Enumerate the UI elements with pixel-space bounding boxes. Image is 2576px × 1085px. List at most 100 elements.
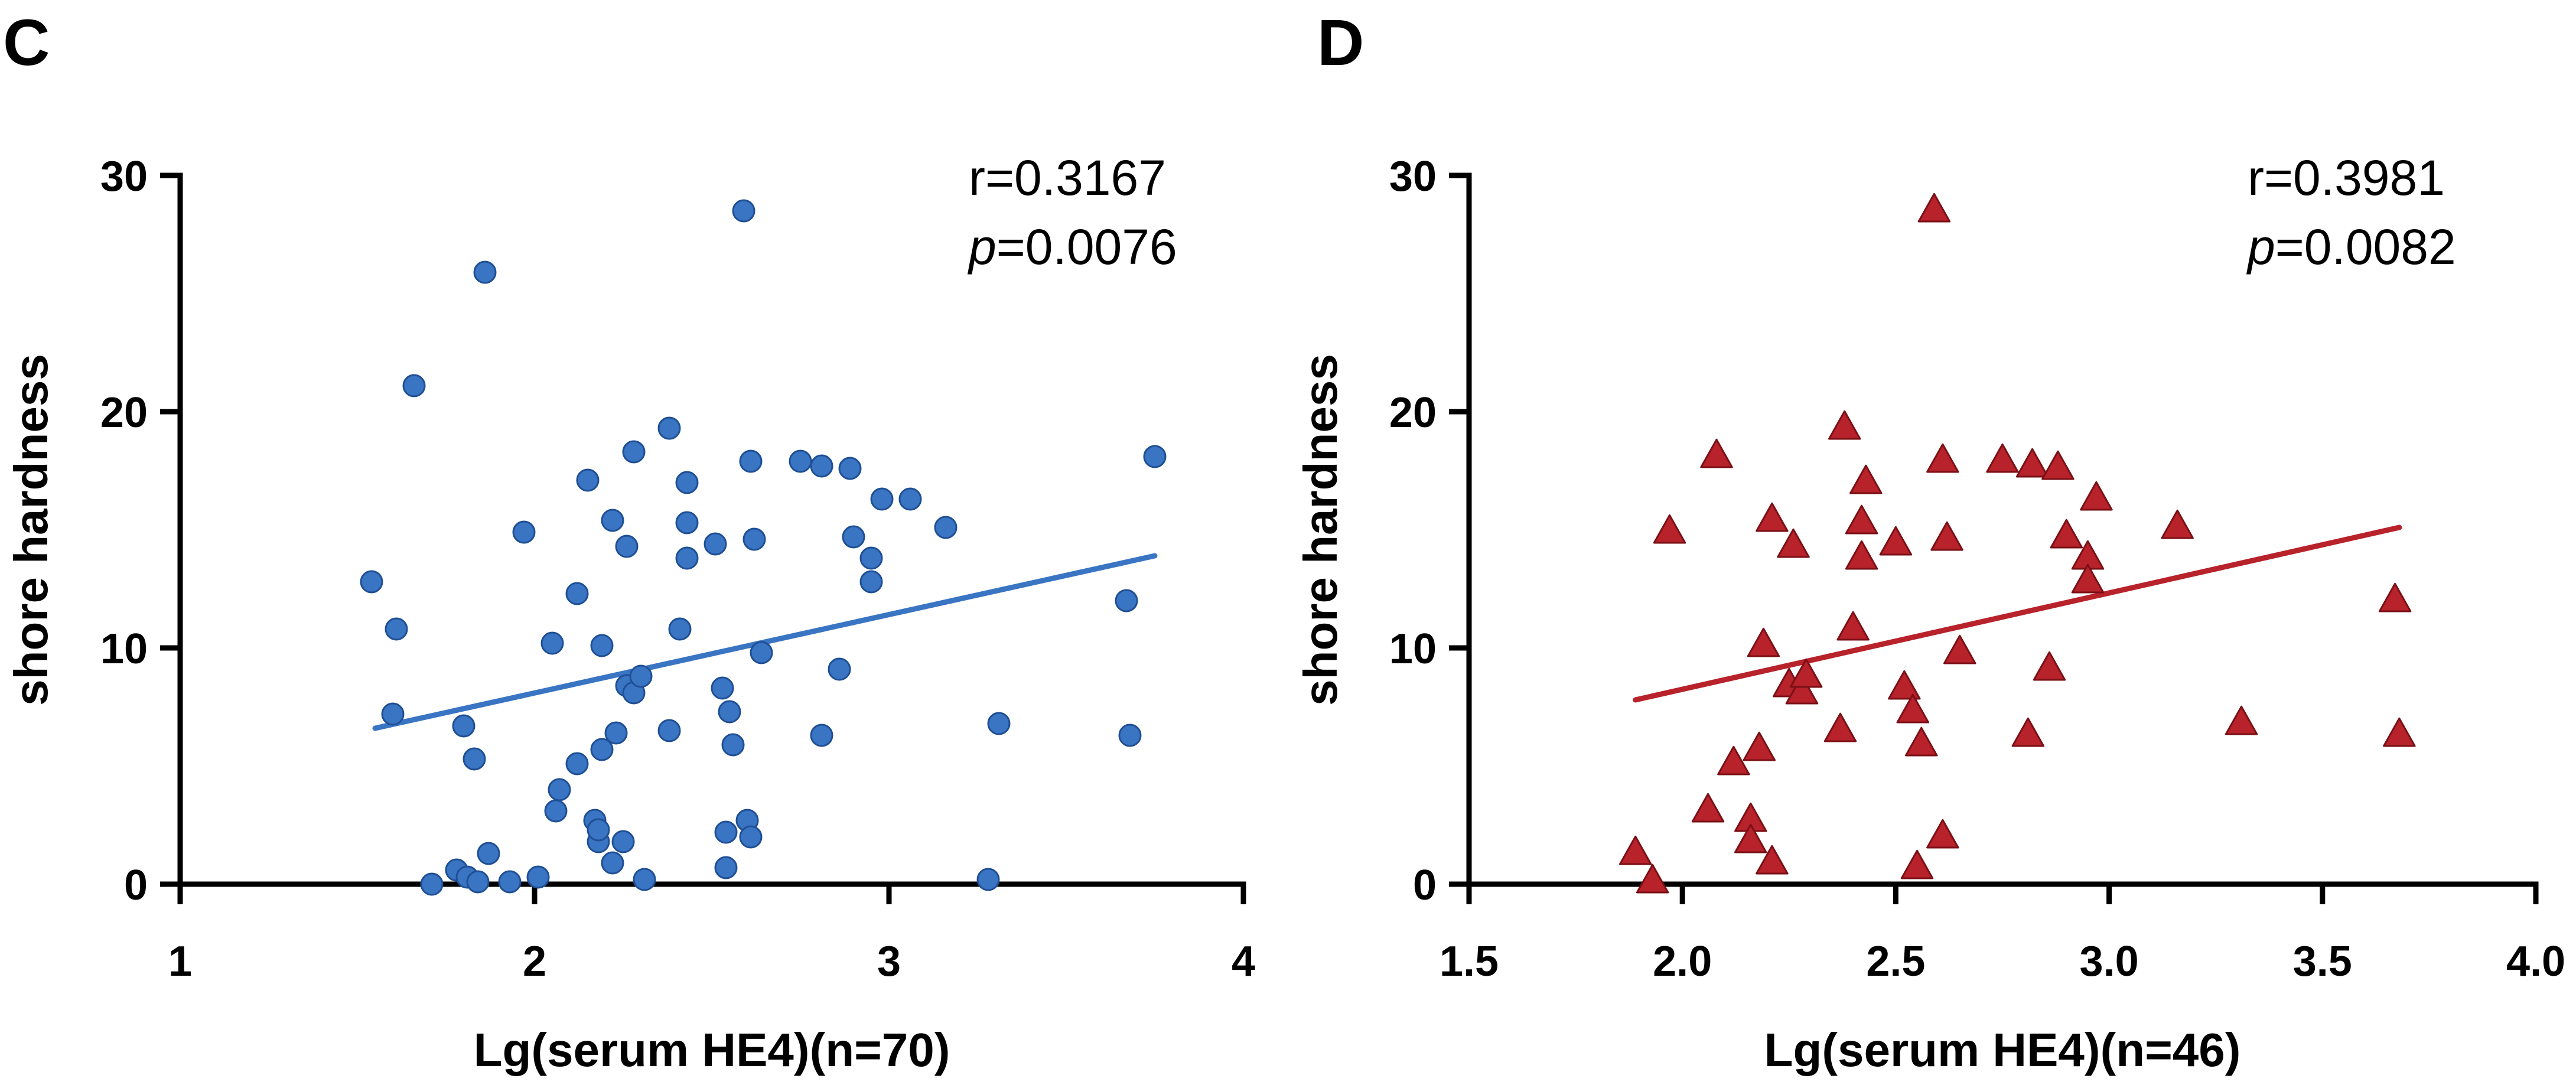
data-point — [381, 702, 405, 726]
data-point — [675, 471, 699, 494]
data-point — [576, 468, 600, 492]
y-tick-label: 0 — [1413, 862, 1437, 909]
data-point — [898, 487, 922, 511]
data-point — [2161, 509, 2194, 539]
data-point — [2378, 582, 2412, 612]
x-axis-title: Lg(serum HE4)(n=46) — [1764, 1024, 2241, 1076]
correlation-r: r=0.3981 — [2248, 150, 2445, 206]
data-point — [1879, 526, 1913, 556]
data-point — [714, 820, 738, 844]
p-number: =0.0082 — [2275, 219, 2456, 275]
x-tick-label: 2.0 — [1653, 938, 1712, 985]
data-point — [420, 872, 444, 896]
data-point — [714, 856, 738, 879]
data-point — [1636, 864, 1669, 894]
data-point — [1943, 634, 1976, 664]
data-point — [402, 374, 426, 397]
data-point — [987, 712, 1011, 735]
panel-letter: D — [1317, 6, 1364, 79]
data-point — [859, 570, 883, 594]
data-point — [385, 617, 408, 641]
p-value: p=0.0082 — [2246, 219, 2456, 275]
data-point — [739, 449, 763, 473]
data-point — [2011, 717, 2045, 747]
correlation-r: r=0.3167 — [969, 150, 1166, 206]
data-point — [540, 631, 564, 655]
data-point — [1917, 193, 1951, 223]
data-point — [1115, 589, 1138, 612]
data-point — [711, 676, 734, 700]
data-point — [1904, 726, 1938, 757]
data-point — [750, 641, 773, 664]
data-point — [611, 830, 635, 853]
data-point — [828, 657, 851, 681]
data-point — [1118, 724, 1142, 747]
data-point — [1836, 611, 1870, 641]
data-point — [721, 733, 745, 757]
data-point — [675, 511, 699, 535]
data-point — [1828, 410, 1861, 440]
data-point — [590, 738, 614, 761]
data-point — [2050, 519, 2083, 549]
data-point — [633, 868, 656, 891]
data-point — [615, 535, 639, 558]
y-tick-label: 0 — [124, 862, 148, 909]
data-point — [810, 454, 833, 478]
data-point — [2041, 450, 2075, 480]
data-point — [565, 752, 589, 776]
data-point — [498, 870, 522, 894]
data-point — [2015, 448, 2049, 478]
data-point — [565, 582, 589, 605]
data-point — [657, 719, 681, 742]
panel-c: C 1 2 3 4 0 10 20 30 Lg(serum HE4)(n=70) shore har… — [3, 6, 1255, 1076]
data-point — [1743, 731, 1776, 761]
data-point — [2080, 481, 2113, 511]
panel-letter: C — [3, 6, 50, 79]
data-point — [2383, 717, 2416, 747]
data-point — [1756, 502, 1789, 532]
data-point — [1849, 464, 1883, 494]
x-tick-label: 2 — [523, 938, 546, 985]
data-point — [1896, 693, 1930, 724]
data-point — [732, 199, 755, 223]
data-point — [1691, 793, 1725, 823]
data-point — [1777, 528, 1810, 558]
data-point — [657, 416, 681, 440]
data-point — [452, 714, 476, 738]
data-point — [360, 570, 383, 594]
panel-d: D 1.5 2.0 2.5 3.0 3.5 4.0 0 10 20 30 Lg(serum HE4)(… — [1294, 6, 2565, 1076]
data-point — [742, 527, 766, 551]
y-tick-label: 20 — [100, 389, 148, 436]
data-point — [1785, 675, 1819, 705]
data-point — [704, 532, 727, 556]
x-tick-label: 3.0 — [2080, 938, 2139, 985]
data-point — [601, 509, 624, 532]
y-tick-label: 10 — [100, 625, 148, 673]
p-value: p=0.0076 — [967, 219, 1177, 275]
regression-line — [1633, 524, 2402, 703]
x-tick-label: 1.5 — [1440, 938, 1499, 985]
data-point — [544, 799, 568, 823]
data-point — [622, 440, 646, 464]
data-point — [842, 525, 865, 549]
data-point — [1717, 745, 1750, 776]
data-point — [810, 724, 833, 747]
data-point — [473, 260, 497, 284]
data-point — [739, 825, 763, 849]
data-point — [2033, 651, 2066, 681]
y-axis-title: shore hardness — [5, 354, 57, 706]
data-point — [601, 851, 624, 875]
data-point — [548, 778, 571, 801]
data-point — [477, 842, 500, 865]
data-point — [2225, 705, 2258, 735]
x-tick-label: 3 — [877, 938, 901, 985]
data-point — [675, 546, 699, 570]
data-point — [1747, 627, 1780, 657]
data-point — [590, 634, 614, 657]
data-point — [1930, 521, 1963, 551]
data-point — [2071, 563, 2105, 594]
y-axis-title: shore hardness — [1294, 354, 1347, 706]
data-point — [976, 868, 1000, 891]
data-point — [1700, 438, 1733, 468]
